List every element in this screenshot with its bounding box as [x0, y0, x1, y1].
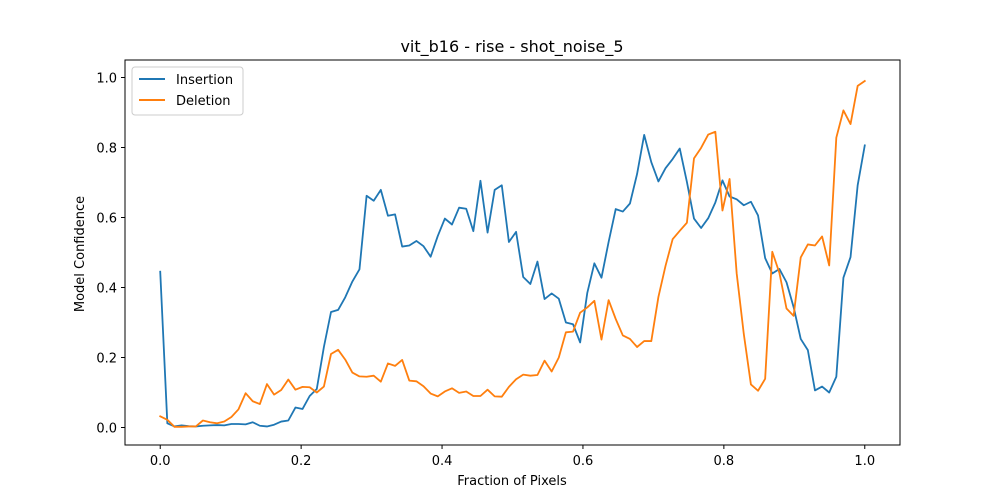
chart-title: vit_b16 - rise - shot_noise_5: [400, 37, 623, 57]
x-tick-label: 0.6: [573, 454, 594, 469]
legend-label-insertion: Insertion: [176, 73, 233, 88]
legend-label-deletion: Deletion: [176, 94, 231, 109]
x-tick-label: 0.8: [714, 454, 735, 469]
y-tick-label: 0.8: [96, 142, 117, 157]
y-tick-label: 1.0: [96, 72, 117, 87]
axes-frame: [124, 59, 901, 446]
series-line-insertion: [159, 133, 866, 428]
axes: 0.0 0.2 0.4 0.6 0.8 1.0 0.0 0.2 0.4 0.6 0.8 1.0: [96, 59, 901, 469]
y-tick-label: 0.0: [96, 422, 117, 437]
plot-area: [159, 79, 867, 428]
y-tick-label: 0.4: [96, 282, 117, 297]
y-tick-label: 0.6: [96, 212, 117, 227]
y-axis-label: Model Confidence: [73, 196, 88, 312]
x-tick-label: 1.0: [854, 454, 875, 469]
x-axis-label: Fraction of Pixels: [457, 474, 567, 489]
x-tick-label: 0.2: [291, 454, 312, 469]
y-tick-label: 0.2: [96, 352, 117, 367]
x-tick-label: 0.4: [432, 454, 453, 469]
legend: Insertion Deletion: [131, 66, 244, 116]
series-line-deletion: [159, 79, 867, 428]
x-tick-label: 0.0: [150, 454, 171, 469]
